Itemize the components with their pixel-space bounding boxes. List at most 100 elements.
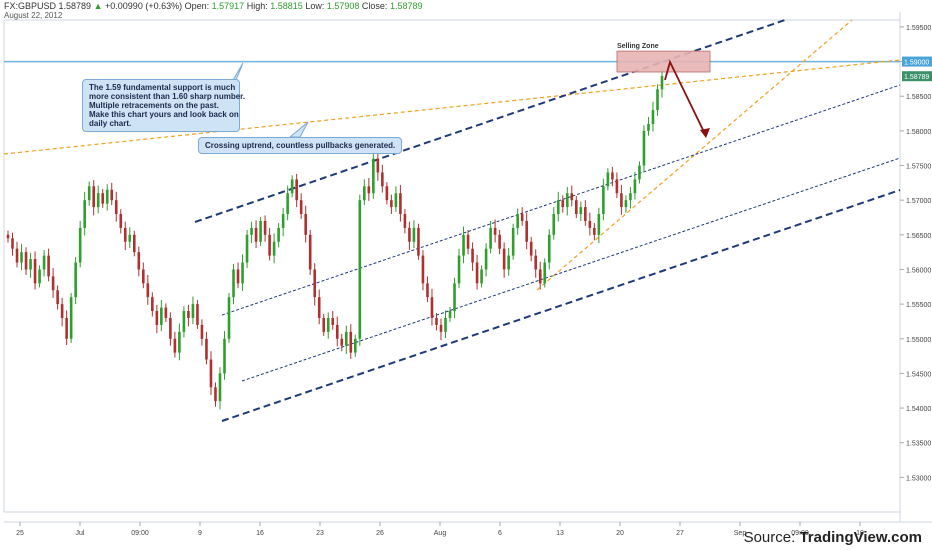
y-tick-label: 1.58000 <box>906 129 931 136</box>
candle-body <box>408 227 411 242</box>
candle-body <box>538 269 542 284</box>
candle-body <box>602 186 605 215</box>
candle-body <box>15 248 19 263</box>
candle-body <box>453 283 456 312</box>
candle-body <box>525 220 528 242</box>
candle-body <box>254 227 258 242</box>
candle-body <box>60 304 64 318</box>
candle-body <box>196 304 199 325</box>
low-value: 1.57908 <box>326 1 360 11</box>
candle-body <box>570 193 574 201</box>
candle-body <box>250 227 253 235</box>
candle-body <box>146 283 150 298</box>
close-value: 1.58789 <box>389 1 423 11</box>
candle-body <box>656 89 659 111</box>
chart-date: August 22, 2012 <box>4 11 63 20</box>
candle-body <box>448 311 452 318</box>
x-tick-label: 09:00 <box>791 530 809 537</box>
y-tick-label: 1.57500 <box>906 164 931 171</box>
candle-body <box>462 234 465 256</box>
candle-body <box>358 200 362 339</box>
candle-body <box>565 193 569 208</box>
candle-body <box>322 317 326 332</box>
candle-body <box>340 338 344 346</box>
x-tick-label: 16 <box>256 530 264 537</box>
last-price: 1.58789 <box>58 1 92 11</box>
candle-body <box>493 227 497 235</box>
candle-body <box>507 255 510 270</box>
y-tick-label: 1.54000 <box>906 406 931 413</box>
candle-body <box>511 227 515 256</box>
projection-arrow <box>664 59 707 137</box>
x-tick-label: Sep <box>734 530 747 537</box>
candle-body <box>114 200 118 215</box>
candle-body <box>660 76 664 90</box>
price-label-text: 1.58789 <box>904 74 929 81</box>
candle-body <box>105 189 109 204</box>
candle-body <box>24 252 28 270</box>
candle-body <box>169 317 172 339</box>
candle-body <box>353 338 357 353</box>
candle-body <box>101 193 105 204</box>
candle-body <box>137 252 141 270</box>
price-label-bg <box>902 71 932 82</box>
candle-body <box>399 193 402 215</box>
candle-body <box>561 200 565 208</box>
candle-body <box>200 324 204 339</box>
candle-body <box>209 359 213 388</box>
candle-body <box>417 227 420 256</box>
x-tick-label: Jul <box>76 530 85 537</box>
candle-body <box>335 324 339 339</box>
candle-body <box>20 252 23 263</box>
x-tick-label: 6 <box>498 530 502 537</box>
candle-body <box>547 234 551 263</box>
candle-body <box>96 193 100 208</box>
y-tick-label: 1.55000 <box>906 337 931 344</box>
candle-body <box>272 241 276 256</box>
candle-body <box>394 193 398 208</box>
source-credit: Source: TradingView.com <box>744 529 922 546</box>
candle-body <box>363 186 366 201</box>
up-arrow-icon: ▲ <box>93 1 103 11</box>
channel-mid-line-upper <box>221 84 901 316</box>
candle-body <box>11 238 14 249</box>
selling-zone-box <box>616 50 711 73</box>
candle-body <box>223 338 226 374</box>
y-tick-label: 1.56000 <box>906 267 931 274</box>
candle-body <box>173 338 177 353</box>
candle-body <box>651 110 655 124</box>
candle-body <box>575 200 578 215</box>
y-tick-label: 1.54500 <box>906 371 931 378</box>
candle-body <box>556 200 560 215</box>
candle-body <box>74 262 77 298</box>
candle-body <box>132 234 136 253</box>
candle-body <box>349 331 353 353</box>
candle-body <box>65 317 68 339</box>
candle-body <box>277 227 280 242</box>
candle-body <box>56 290 59 305</box>
y-tick-label: 1.53500 <box>906 441 931 448</box>
annotation-support-note[interactable]: The 1.59 fundamental support is much mor… <box>82 79 245 132</box>
price-change: +0.00990 (+0.63%) <box>105 1 183 11</box>
candle-body <box>615 179 619 194</box>
note-line: Multiple retracements on the past. <box>89 101 219 110</box>
orange-trendline-uptrend <box>536 19 853 291</box>
candle-body <box>151 297 154 312</box>
candle-body <box>42 255 46 270</box>
candle-body <box>227 297 231 339</box>
candle-body <box>29 259 32 270</box>
candle-body <box>642 130 646 166</box>
candle-body <box>119 214 123 228</box>
note-line: daily chart. <box>89 119 132 128</box>
y-tick-label: 1.58500 <box>906 94 931 101</box>
high-label: High: <box>246 1 268 11</box>
candle-body <box>83 200 86 228</box>
candle-body <box>385 186 389 201</box>
candle-body <box>372 158 375 194</box>
annotation-uptrend-note[interactable]: Crossing uptrend, countless pullbacks ge… <box>198 137 403 154</box>
candle-body <box>466 234 470 249</box>
candle-body <box>160 307 163 325</box>
candle-body <box>281 214 285 228</box>
candle-body <box>502 248 506 270</box>
y-tick-label: 1.53000 <box>906 475 931 482</box>
